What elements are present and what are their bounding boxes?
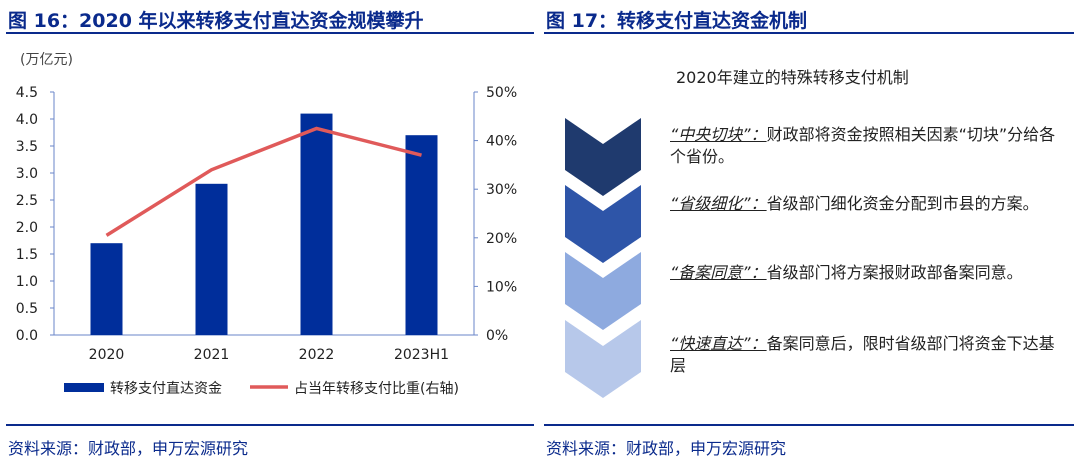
x-tick-label: 2023H1: [394, 347, 449, 363]
mechanism-step-4: “快速直达”：备案同意后，限时省级部门将资金下达基层: [670, 333, 1070, 377]
left-title-rule: [6, 32, 534, 34]
ratio-line: [105, 126, 422, 237]
x-tick-label: 2020: [89, 347, 125, 363]
left-tick-label: 1.0: [16, 274, 38, 290]
right-tick-label: 30%: [486, 182, 517, 198]
right-title-rule: [544, 32, 1074, 34]
bar-2023H1: [405, 135, 438, 335]
flow-title: 2020年建立的特殊转移支付机制: [676, 68, 909, 87]
left-axis-unit: (万亿元): [20, 52, 73, 68]
bar-2020: [90, 243, 123, 335]
mechanism-step-2: “省级细化”：省级部门细化资金分配到市县的方案。: [670, 193, 1070, 215]
mechanism-step-3: “备案同意”：省级部门将方案报财政部备案同意。: [670, 262, 1070, 284]
right-tick-label: 50%: [486, 85, 517, 101]
step-text: 省级部门细化资金分配到市县的方案。: [766, 194, 1039, 213]
step-text: 省级部门将方案报财政部备案同意。: [766, 263, 1023, 282]
right-source: 资料来源：财政部，申万宏源研究: [546, 439, 787, 458]
left-tick-label: 2.5: [16, 193, 38, 209]
right-tick-label: 10%: [486, 279, 517, 295]
bar-2022: [300, 113, 333, 335]
right-tick-label: 40%: [486, 134, 517, 150]
step-key: “快速直达”：: [670, 334, 767, 353]
chevron-step-4-icon: [565, 320, 641, 402]
x-tick-label: 2021: [194, 347, 230, 363]
left-tick-label: 1.5: [16, 247, 38, 263]
left-tick-label: 2.0: [16, 220, 38, 236]
left-tick-label: 0.0: [16, 328, 38, 344]
bar-line-chart: (万亿元) 0.0 0.5 1.0 1.5 2.0 2.5 3.0 3.5 4.0 4.5 0% 10%…: [16, 52, 517, 397]
chevron-step-2-icon: [565, 185, 641, 267]
legend-bar-swatch: [64, 383, 104, 392]
step-key: “备案同意”：: [670, 263, 767, 282]
x-tick-label: 2022: [299, 347, 335, 363]
left-tick-label: 4.0: [16, 112, 38, 128]
legend-line-label: 占当年转移支付比重(右轴): [294, 381, 459, 397]
right-source-rule: [544, 424, 1074, 426]
right-tick-label: 0%: [486, 328, 508, 344]
step-text: 备案同意后，限时省级部门将资金下达基层: [670, 334, 1055, 375]
chevron-step-1-icon: [565, 118, 641, 200]
legend-bar-label: 转移支付直达资金: [110, 380, 222, 397]
chevron-step-3-icon: [565, 252, 641, 334]
left-figure-title: 图 16：2020 年以来转移支付直达资金规模攀升: [8, 10, 424, 32]
left-tick-label: 3.0: [16, 166, 38, 182]
mechanism-step-1: “中央切块”：财政部将资金按照相关因素“切块”分给各个省份。: [670, 124, 1070, 168]
left-tick-label: 4.5: [16, 85, 38, 101]
left-source: 资料来源：财政部，申万宏源研究: [8, 439, 249, 458]
bar-2021: [195, 183, 228, 335]
left-tick-label: 3.5: [16, 139, 38, 155]
left-source-rule: [6, 424, 534, 426]
right-figure-title: 图 17：转移支付直达资金机制: [546, 10, 808, 32]
step-key: “省级细化”：: [670, 194, 767, 213]
step-key: “中央切块”：: [670, 125, 767, 144]
step-text: 财政部将资金按照相关因素“切块”分给各个省份。: [670, 125, 1056, 166]
right-tick-label: 20%: [486, 231, 517, 247]
left-tick-label: 0.5: [16, 301, 38, 317]
